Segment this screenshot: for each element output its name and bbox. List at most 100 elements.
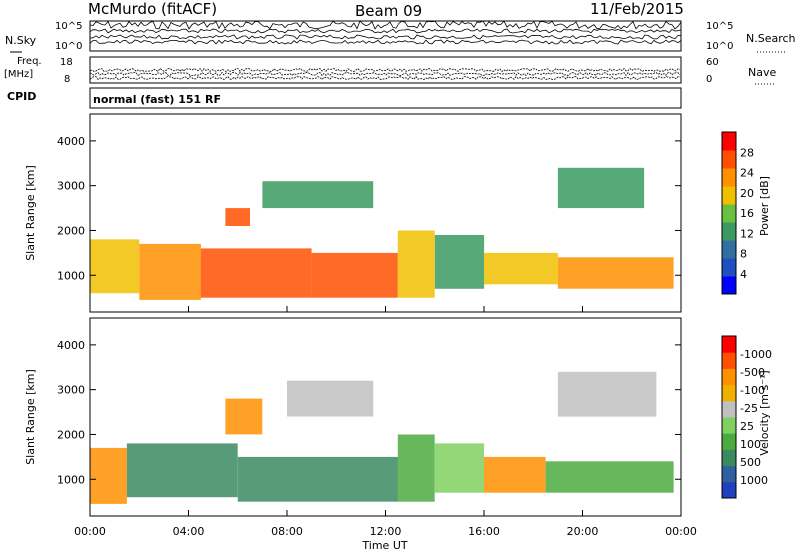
cpid-label: CPID xyxy=(7,90,36,103)
power-heatmap-cells xyxy=(90,167,674,300)
power-y-tick-label: 2000 xyxy=(57,224,85,237)
velocity-y-tick-label: 1000 xyxy=(57,473,85,486)
noise-strip: N.Sky 10^5 10^0 10^5 10^0 N.Search xyxy=(5,20,796,53)
velocity-colorbar-segment xyxy=(722,417,736,434)
site-title: McMurdo (fitACF) xyxy=(88,0,217,18)
power-colorbar-tick: 12 xyxy=(740,227,754,240)
power-band-10 xyxy=(557,167,645,209)
velocity-band-6 xyxy=(545,461,674,493)
noise-right-label: N.Search xyxy=(746,32,796,45)
noise-trace-1 xyxy=(89,28,682,34)
velocity-band-8 xyxy=(287,380,374,417)
velocity-band-7 xyxy=(225,398,263,435)
power-band-6 xyxy=(484,252,558,285)
velocity-y-tick-label: 3000 xyxy=(57,384,85,397)
velocity-colorbar: 1000 500 100 25 -25 -100 -500 -1000 xyxy=(721,335,772,499)
power-band-4 xyxy=(397,230,435,298)
freq-left-tick-bottom: 8 xyxy=(64,74,70,85)
velocity-y-ticks: 1000 2000 3000 4000 xyxy=(57,339,681,486)
power-colorbar-frame xyxy=(721,131,737,295)
velocity-colorbar-tick: 100 xyxy=(740,438,761,451)
freq-trace-0 xyxy=(89,67,681,73)
velocity-colorbar-tick: -100 xyxy=(740,384,765,397)
freq-label-line1: Freq. xyxy=(17,56,42,67)
nave-label: Nave xyxy=(748,66,776,79)
power-y-axis-label: Slant Range [km] xyxy=(24,165,37,261)
power-colorbar-segment xyxy=(722,186,736,205)
velocity-panel: 1000 2000 3000 4000 Slant Range [km] 1000 50… xyxy=(24,317,772,517)
power-colorbar-tick: 8 xyxy=(740,248,747,261)
time-tick-label: 20:00 xyxy=(567,525,599,538)
velocity-band-9 xyxy=(557,371,657,417)
freq-trace-2 xyxy=(89,75,681,81)
velocity-colorbar-segment xyxy=(722,384,736,402)
power-y-tick-label: 1000 xyxy=(57,269,85,282)
power-band-1 xyxy=(139,243,201,300)
cpid-text: normal (fast) 151 RF xyxy=(93,93,221,106)
noise-trace-0 xyxy=(89,20,682,30)
frequency-strip: Freq. [MHz] 18 8 60 0 Nave xyxy=(4,56,776,85)
velocity-colorbar-segment xyxy=(722,433,736,450)
noise-right-tick-bottom: 10^0 xyxy=(706,41,733,52)
velocity-band-2 xyxy=(237,456,398,502)
velocity-colorbar-segment xyxy=(722,465,736,483)
velocity-colorbar-tick: 25 xyxy=(740,420,754,433)
noise-traces xyxy=(89,20,682,45)
velocity-colorbar-segment xyxy=(722,400,736,418)
velocity-band-1 xyxy=(126,443,238,498)
power-colorbar-segment xyxy=(722,168,736,187)
frequency-traces xyxy=(89,67,681,81)
velocity-colorbar-segment xyxy=(722,352,736,369)
noise-trace-3 xyxy=(89,39,682,45)
time-tick-label: 16:00 xyxy=(468,525,500,538)
power-y-ticks: 1000 2000 3000 4000 xyxy=(57,135,681,282)
velocity-colorbar-tick: -500 xyxy=(740,366,765,379)
power-band-3 xyxy=(311,252,398,298)
velocity-colorbar-tick: 1000 xyxy=(740,474,768,487)
power-band-9 xyxy=(262,181,374,209)
freq-label-line2: [MHz] xyxy=(4,69,33,80)
time-tick-label: 00:00 xyxy=(74,525,106,538)
nave-right-tick-top: 60 xyxy=(706,57,719,68)
noise-left-tick-bottom: 10^0 xyxy=(55,41,82,52)
power-band-0 xyxy=(90,239,140,294)
velocity-colorbar-label: Velocity [m s⁻¹] xyxy=(758,370,771,455)
noise-trace-2 xyxy=(89,34,682,40)
freq-left-tick-top: 18 xyxy=(60,57,73,68)
velocity-y-tick-label: 2000 xyxy=(57,428,85,441)
power-band-2 xyxy=(200,248,312,298)
date-title: 11/Feb/2015 xyxy=(590,0,684,18)
velocity-colorbar-segment xyxy=(722,336,736,353)
velocity-colorbar-segment xyxy=(722,449,736,467)
power-band-5 xyxy=(434,235,485,289)
velocity-colorbar-segment xyxy=(722,368,736,386)
velocity-band-0 xyxy=(90,447,127,504)
velocity-heatmap-cells xyxy=(90,371,674,504)
power-colorbar-segment xyxy=(722,222,736,241)
power-colorbar-tick: 4 xyxy=(740,268,747,281)
power-colorbar-segment xyxy=(722,132,736,151)
time-tick-label: 08:00 xyxy=(271,525,303,538)
velocity-colorbar-tick: -1000 xyxy=(740,348,772,361)
power-colorbar-tick: 28 xyxy=(740,146,754,159)
time-axis-label: Time UT xyxy=(361,539,407,552)
noise-right-tick-top: 10^5 xyxy=(706,21,733,32)
nave-right-tick-bottom: 0 xyxy=(706,74,712,85)
velocity-colorbar-tick: -25 xyxy=(740,402,758,415)
power-colorbar-segment xyxy=(722,258,736,277)
velocity-band-5 xyxy=(484,456,546,493)
velocity-colorbar-tick: 500 xyxy=(740,456,761,469)
power-colorbar: 4 8 12 16 20 24 28 xyxy=(721,131,754,295)
velocity-y-axis-label: Slant Range [km] xyxy=(24,369,37,465)
velocity-colorbar-segment xyxy=(722,481,736,499)
power-colorbar-label: Power [dB] xyxy=(758,176,771,236)
power-colorbar-tick: 16 xyxy=(740,207,754,220)
power-band-8 xyxy=(225,208,250,226)
power-colorbar-segment xyxy=(722,204,736,223)
velocity-colorbar-frame xyxy=(721,335,737,499)
power-colorbar-segment xyxy=(722,276,736,295)
noise-left-label: N.Sky xyxy=(5,34,37,47)
power-colorbar-segment xyxy=(722,240,736,259)
power-y-tick-label: 4000 xyxy=(57,135,85,148)
